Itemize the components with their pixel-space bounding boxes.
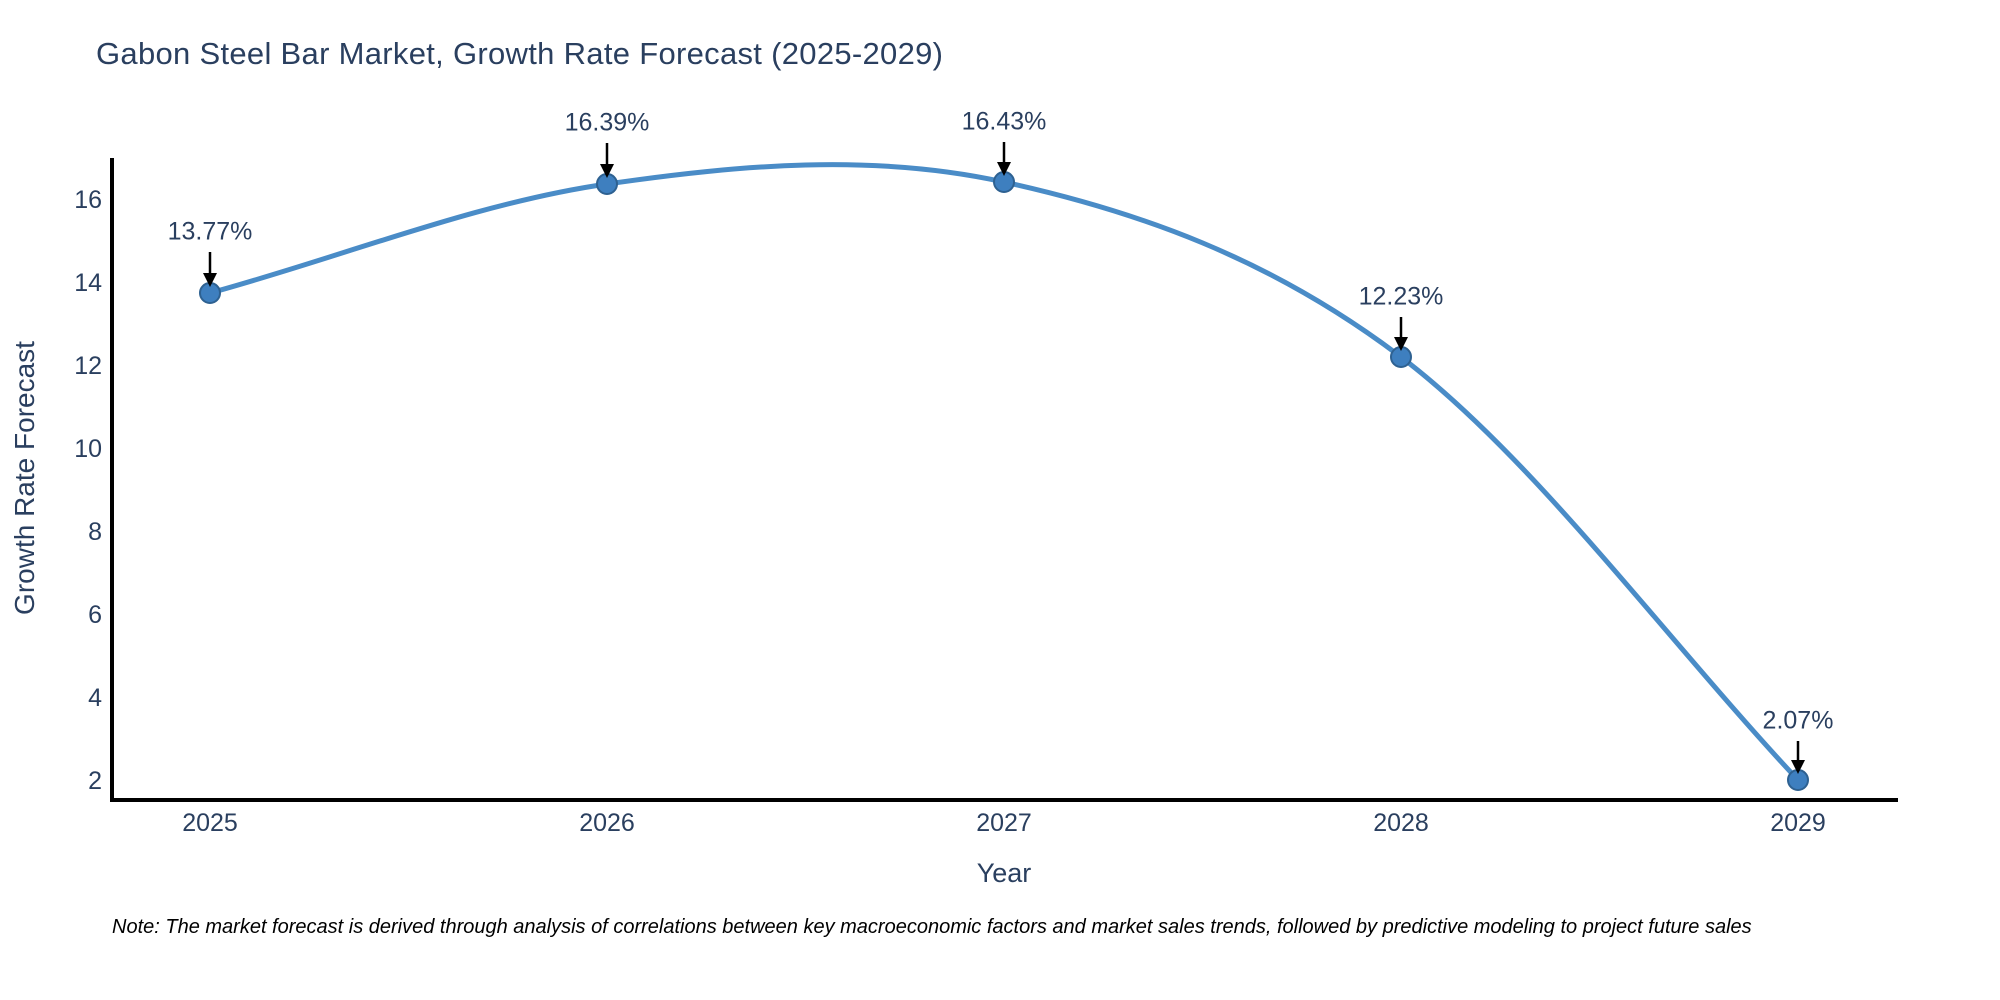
annotation-arrow (600, 143, 614, 178)
y-tick-label: 4 (88, 684, 102, 712)
y-tick-label: 6 (88, 601, 102, 629)
data-point-label: 16.43% (961, 107, 1047, 136)
y-tick-label: 16 (74, 186, 102, 214)
x-tick-label: 2029 (1770, 809, 1826, 837)
chart-title: Gabon Steel Bar Market, Growth Rate Fore… (96, 36, 944, 71)
data-point-label: 13.77% (167, 217, 253, 246)
annotation-arrow (1791, 741, 1805, 774)
annotation-arrow (1394, 317, 1408, 351)
annotation-arrow (997, 142, 1011, 176)
y-tick-label: 10 (74, 435, 102, 463)
x-tick-label: 2028 (1373, 809, 1429, 837)
data-point-label: 16.39% (564, 108, 650, 137)
x-tick-label: 2025 (182, 809, 238, 837)
x-tick-label: 2026 (579, 809, 635, 837)
y-tick-label: 8 (88, 518, 102, 546)
data-point-label: 12.23% (1358, 282, 1444, 311)
data-point-label: 2.07% (1762, 706, 1834, 735)
y-tick-label: 14 (74, 269, 102, 297)
y-tick-label: 12 (74, 352, 102, 380)
footnote: Note: The market forecast is derived thr… (112, 916, 1752, 938)
annotation-arrow (203, 252, 217, 287)
y-axis-title: Growth Rate Forecast (9, 341, 40, 615)
y-tick-label: 2 (88, 767, 102, 795)
x-axis-title: Year (976, 858, 1032, 888)
x-tick-label: 2027 (976, 809, 1032, 837)
trend-line (207, 162, 1801, 783)
